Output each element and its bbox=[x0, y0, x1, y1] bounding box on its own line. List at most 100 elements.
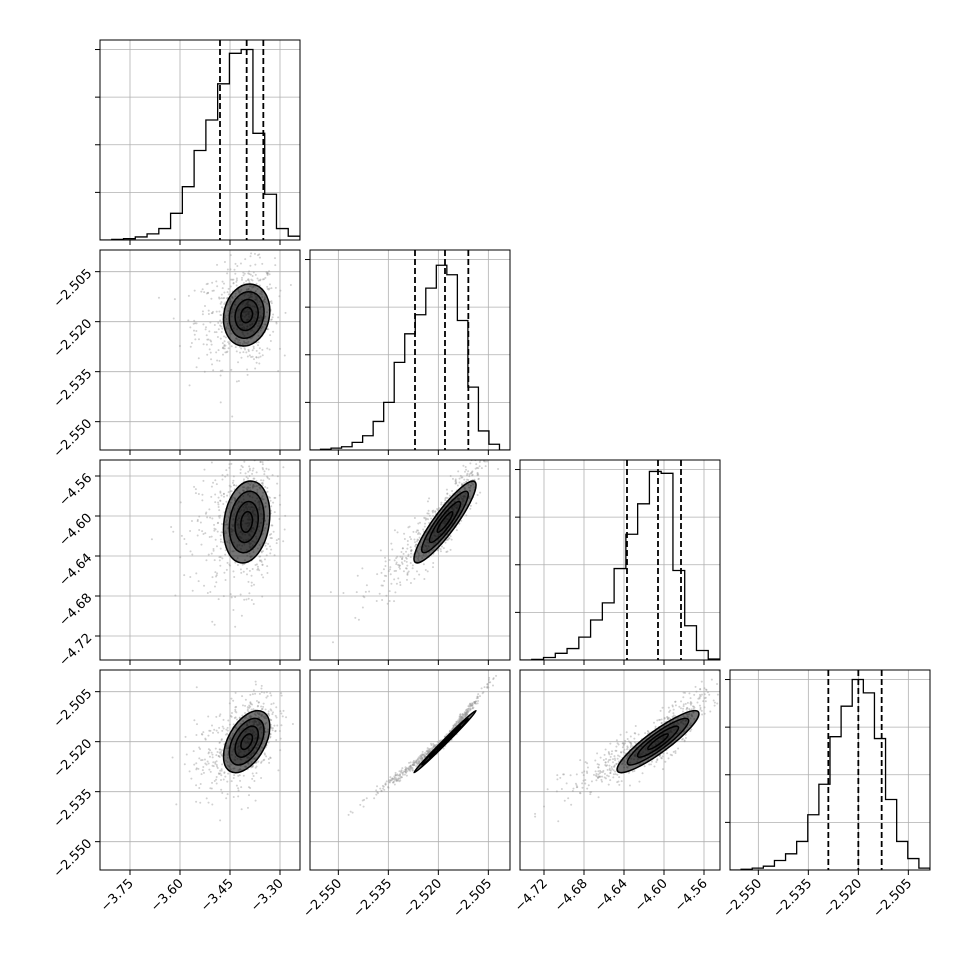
y-tick-label: −2.505 bbox=[51, 266, 96, 311]
sample-point bbox=[413, 761, 416, 764]
sample-point bbox=[446, 538, 449, 541]
histogram-3 bbox=[730, 678, 930, 870]
sample-point bbox=[263, 753, 266, 756]
sample-point bbox=[622, 742, 625, 745]
density-fill-3 bbox=[223, 283, 270, 346]
sample-point bbox=[220, 297, 223, 300]
sample-point bbox=[228, 463, 231, 466]
y-tick-label: −2.520 bbox=[51, 736, 96, 781]
sample-point bbox=[466, 474, 469, 477]
sample-point bbox=[195, 572, 198, 575]
sample-point bbox=[455, 722, 458, 725]
sample-point bbox=[185, 753, 188, 756]
contour-1 bbox=[636, 725, 680, 758]
sample-point bbox=[214, 479, 217, 482]
sample-point bbox=[267, 468, 270, 471]
sample-point bbox=[395, 780, 398, 783]
sample-point bbox=[413, 517, 416, 520]
sample-point bbox=[481, 692, 484, 695]
sample-point bbox=[221, 729, 224, 732]
sample-point bbox=[465, 712, 468, 715]
sample-point bbox=[382, 787, 385, 790]
sample-point bbox=[417, 522, 420, 525]
sample-point bbox=[473, 478, 476, 481]
sample-point bbox=[464, 714, 467, 717]
sample-point bbox=[248, 270, 251, 273]
sample-point bbox=[199, 783, 202, 786]
sample-point bbox=[209, 321, 212, 324]
sample-point bbox=[663, 716, 666, 719]
sample-point bbox=[183, 574, 186, 577]
sample-point bbox=[455, 722, 458, 725]
sample-point bbox=[423, 754, 426, 757]
sample-point bbox=[557, 820, 560, 823]
sample-point bbox=[211, 756, 214, 759]
sample-point bbox=[329, 591, 332, 594]
panel-2-1 bbox=[309, 445, 511, 665]
sample-point bbox=[458, 721, 461, 724]
sample-point bbox=[468, 473, 471, 476]
sample-point bbox=[259, 355, 262, 358]
sample-point bbox=[248, 569, 251, 572]
sample-point bbox=[638, 780, 641, 783]
histogram-0 bbox=[100, 48, 300, 240]
sample-point bbox=[607, 775, 610, 778]
sample-point bbox=[255, 479, 258, 482]
sample-point bbox=[269, 692, 272, 695]
sample-point bbox=[689, 730, 692, 733]
sample-point bbox=[189, 575, 192, 578]
contour-0 bbox=[240, 733, 254, 751]
sample-point bbox=[251, 658, 253, 660]
sample-point bbox=[627, 740, 630, 743]
sample-point bbox=[659, 709, 662, 712]
sample-point bbox=[269, 756, 272, 759]
sample-point bbox=[589, 793, 592, 796]
sample-point bbox=[403, 532, 406, 535]
sample-point bbox=[261, 550, 264, 553]
sample-point bbox=[606, 768, 609, 771]
sample-point bbox=[267, 328, 270, 331]
sample-point bbox=[610, 752, 613, 755]
sample-point bbox=[204, 532, 207, 535]
sample-point bbox=[421, 753, 424, 756]
sample-point bbox=[253, 477, 256, 480]
sample-point bbox=[622, 744, 625, 747]
sample-point bbox=[388, 781, 391, 784]
sample-point bbox=[469, 704, 472, 707]
sample-point bbox=[363, 798, 366, 801]
sample-point bbox=[218, 297, 221, 300]
sample-point bbox=[416, 757, 419, 760]
sample-point bbox=[272, 501, 275, 504]
sample-point bbox=[270, 718, 273, 721]
sample-point bbox=[225, 351, 228, 354]
sample-point bbox=[201, 758, 204, 761]
sample-point bbox=[208, 755, 211, 758]
sample-point bbox=[451, 727, 454, 730]
sample-point bbox=[157, 296, 160, 299]
sample-point bbox=[188, 384, 191, 387]
sample-point bbox=[708, 693, 711, 696]
sample-point bbox=[240, 464, 243, 467]
sample-point bbox=[246, 708, 249, 711]
sample-point bbox=[481, 445, 483, 447]
sample-point bbox=[261, 463, 264, 466]
sample-point bbox=[206, 353, 209, 356]
sample-point bbox=[200, 759, 203, 762]
sample-point bbox=[408, 767, 411, 770]
x-tick-label: −2.505 bbox=[451, 876, 496, 921]
sample-point bbox=[661, 755, 664, 758]
sample-point bbox=[460, 519, 463, 522]
sample-point bbox=[595, 775, 598, 778]
sample-point bbox=[262, 278, 265, 281]
sample-point bbox=[246, 709, 249, 712]
contour-3 bbox=[413, 709, 477, 774]
sample-point bbox=[172, 317, 175, 320]
sample-point bbox=[241, 563, 244, 566]
histogram-1 bbox=[310, 264, 510, 450]
sample-point bbox=[268, 453, 270, 455]
sample-point bbox=[264, 708, 267, 711]
sample-point bbox=[446, 550, 449, 553]
sample-point bbox=[269, 719, 272, 722]
sample-point bbox=[269, 339, 272, 342]
sample-point bbox=[426, 752, 429, 755]
